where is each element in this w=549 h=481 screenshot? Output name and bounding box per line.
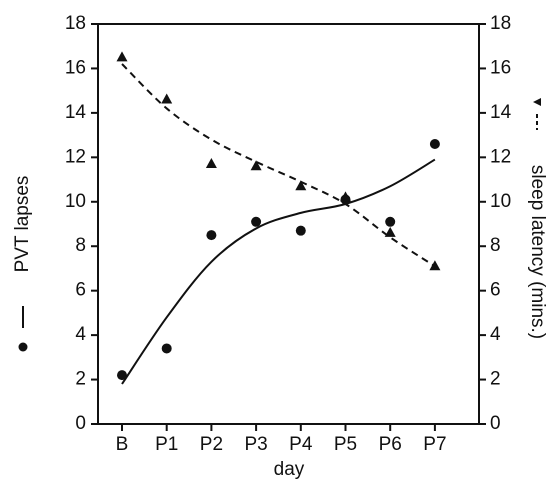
left-tick-label: 18 xyxy=(65,13,86,34)
pvt-lapses-point xyxy=(206,230,217,241)
sleep-latency-point xyxy=(161,93,173,104)
left-tick-label: 2 xyxy=(75,369,86,390)
right-tick-label: 12 xyxy=(490,146,511,167)
right-axis-title: sleep latency (mins.) xyxy=(527,165,548,339)
right-axis-ticks: 0 2 4 6 8 10 12 14 16 18 xyxy=(479,13,512,434)
x-tick-label: P3 xyxy=(244,434,267,455)
series-layer xyxy=(116,51,441,385)
right-axis-legend-key xyxy=(533,98,541,130)
right-tick-label: 10 xyxy=(490,191,511,212)
pvt-legend-marker xyxy=(18,342,28,352)
x-tick-label: P5 xyxy=(334,434,357,455)
x-tick-label: B xyxy=(116,434,129,455)
sleep-latency-point xyxy=(384,226,396,237)
right-axis-label: sleep latency (mins.) xyxy=(527,165,548,339)
x-tick-label: P7 xyxy=(423,434,446,455)
plot-frame xyxy=(97,23,480,425)
x-tick-label: P4 xyxy=(289,434,313,455)
pvt-lapses-series xyxy=(117,139,440,385)
right-tick-label: 14 xyxy=(490,102,512,123)
right-tick-label: 2 xyxy=(490,369,501,390)
pvt-lapses-point xyxy=(429,139,440,149)
pvt-lapses-trend-line xyxy=(121,158,436,385)
pvt-lapses-point xyxy=(385,216,396,227)
x-tick-label: P1 xyxy=(155,434,178,455)
pvt-lapses-point xyxy=(251,216,262,227)
pvt-lapses-point xyxy=(161,343,172,354)
left-axis-label: PVT lapses xyxy=(12,176,33,273)
pvt-lapses-point xyxy=(117,370,127,381)
left-tick-label: 16 xyxy=(65,57,86,78)
sleep-latency-point xyxy=(295,180,307,191)
left-tick-label: 14 xyxy=(65,102,87,123)
right-tick-label: 16 xyxy=(490,57,511,78)
left-axis-legend-key xyxy=(18,306,28,352)
left-axis-ticks: 0 2 4 6 8 10 12 14 16 18 xyxy=(65,13,98,434)
right-tick-label: 8 xyxy=(490,235,501,256)
right-tick-label: 6 xyxy=(490,280,501,301)
pvt-lapses-point xyxy=(295,225,306,236)
right-tick-label: 18 xyxy=(490,13,511,34)
x-tick-label: P2 xyxy=(200,434,223,455)
left-tick-label: 8 xyxy=(75,235,86,256)
left-tick-label: 4 xyxy=(75,324,86,345)
left-tick-label: 12 xyxy=(65,146,86,167)
sleep-latency-point xyxy=(116,51,128,62)
left-axis-title: PVT lapses xyxy=(12,176,33,273)
sleep-latency-point xyxy=(250,160,262,171)
left-tick-label: 6 xyxy=(75,280,86,301)
left-tick-label: 0 xyxy=(75,413,86,434)
sleep-latency-point xyxy=(340,191,351,202)
right-tick-label: 0 xyxy=(490,413,501,434)
sleep-latency-point xyxy=(205,158,217,168)
sleep-latency-series xyxy=(116,51,441,271)
latency-legend-marker xyxy=(533,98,541,106)
x-axis-label: day xyxy=(274,459,305,480)
x-axis-ticks: B P1 P2 P3 P4 P5 P6 P7 xyxy=(116,424,447,455)
x-tick-label: P6 xyxy=(379,434,402,455)
right-tick-label: 4 xyxy=(490,324,501,345)
left-tick-label: 10 xyxy=(65,191,86,212)
sleep-latency-point xyxy=(429,260,441,271)
